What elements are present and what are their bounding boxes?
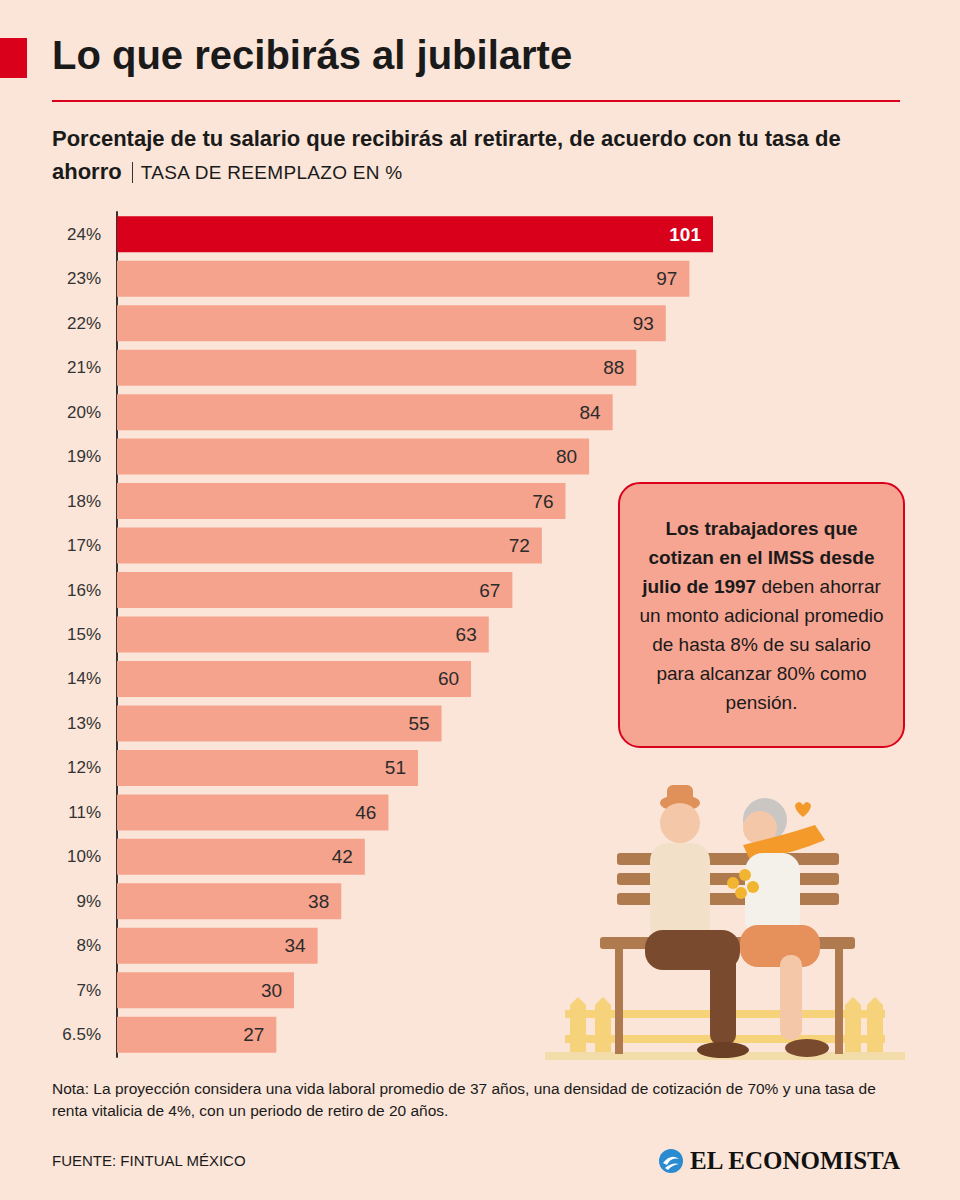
- svg-text:9%: 9%: [76, 892, 101, 911]
- svg-text:11%: 11%: [68, 803, 101, 822]
- svg-text:13%: 13%: [67, 714, 101, 733]
- svg-text:34: 34: [284, 935, 306, 956]
- svg-text:27: 27: [243, 1024, 264, 1045]
- svg-text:72: 72: [509, 535, 530, 556]
- svg-text:6.5%: 6.5%: [62, 1025, 101, 1044]
- svg-text:60: 60: [438, 668, 459, 689]
- svg-text:16%: 16%: [67, 581, 101, 600]
- html-text:EL ECONOMISTA: EL ECONOMISTA: [690, 1147, 900, 1174]
- html-text:Nota: La proyección considera: Nota: La proyección considera una vida l…: [52, 1080, 876, 1119]
- svg-text:12%: 12%: [67, 758, 101, 777]
- html-text:Porcentaje de tu salario que r: Porcentaje de tu salario que recibirás a…: [52, 126, 841, 184]
- svg-text:30: 30: [261, 980, 282, 1001]
- svg-text:55: 55: [408, 713, 429, 734]
- svg-text:63: 63: [456, 624, 477, 645]
- svg-text:93: 93: [633, 313, 654, 334]
- html-text:FUENTE: FINTUAL MÉXICO: FUENTE: FINTUAL MÉXICO: [52, 1152, 246, 1169]
- svg-text:8%: 8%: [76, 936, 101, 955]
- svg-text:7%: 7%: [76, 981, 101, 1000]
- svg-text:38: 38: [308, 891, 329, 912]
- svg-text:21%: 21%: [67, 358, 101, 377]
- svg-text:80: 80: [556, 446, 577, 467]
- svg-text:46: 46: [355, 802, 376, 823]
- svg-text:20%: 20%: [67, 403, 101, 422]
- html-text:Lo que recibirás al jubilarte: Lo que recibirás al jubilarte: [52, 33, 573, 77]
- html-text:TASA DE REEMPLAZO EN %: TASA DE REEMPLAZO EN %: [140, 162, 403, 183]
- svg-text:19%: 19%: [67, 447, 101, 466]
- svg-text:17%: 17%: [67, 536, 101, 555]
- svg-text:42: 42: [332, 846, 353, 867]
- svg-text:24%: 24%: [67, 225, 101, 244]
- svg-text:22%: 22%: [67, 314, 101, 333]
- svg-text:101: 101: [669, 224, 701, 245]
- svg-text:84: 84: [580, 402, 602, 423]
- svg-text:14%: 14%: [67, 669, 101, 688]
- svg-text:88: 88: [603, 357, 624, 378]
- svg-text:67: 67: [479, 580, 500, 601]
- svg-text:76: 76: [532, 491, 553, 512]
- svg-text:23%: 23%: [67, 269, 101, 288]
- svg-text:10%: 10%: [67, 847, 101, 866]
- svg-text:51: 51: [385, 757, 406, 778]
- svg-text:18%: 18%: [67, 492, 101, 511]
- html-text:Los trabajadores que cotizan e: Los trabajadores que cotizan en el IMSS …: [639, 517, 884, 713]
- svg-text:97: 97: [656, 268, 677, 289]
- svg-text:15%: 15%: [67, 625, 101, 644]
